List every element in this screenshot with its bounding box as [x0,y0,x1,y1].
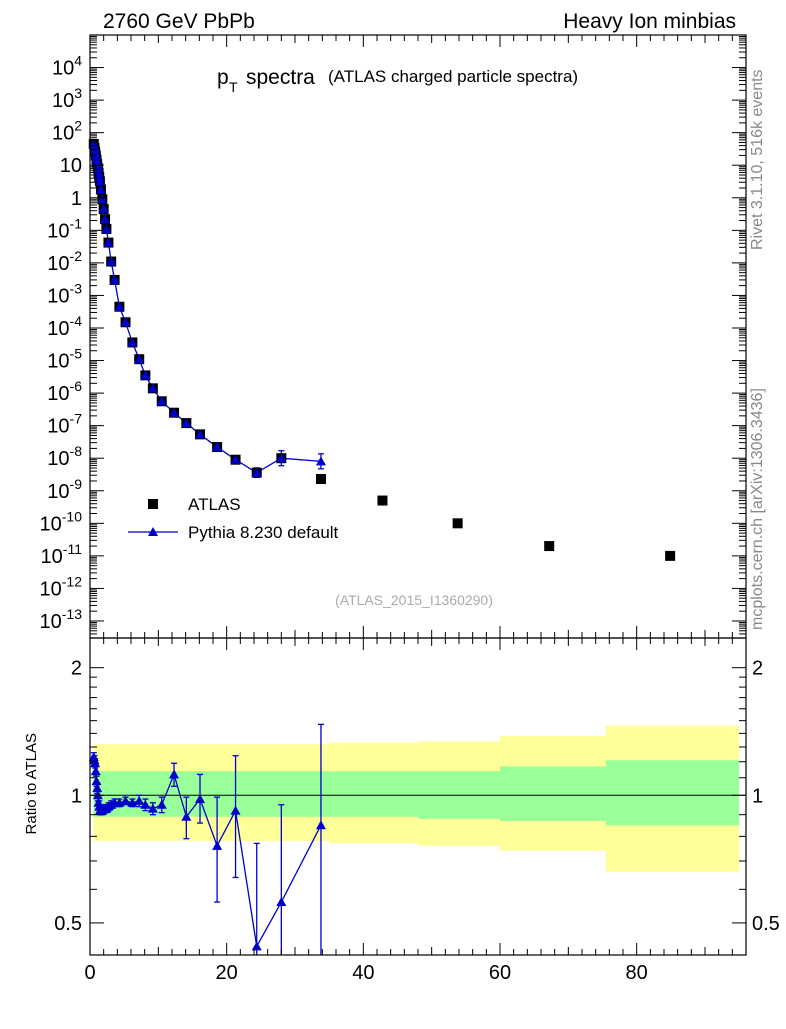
legend-label-pythia: Pythia 8.230 default [188,523,339,542]
ratio-ytick-label-left: 2 [71,658,82,680]
plot-canvas: 2760 GeV PbPb Heavy Ion minbias Rivet 3.… [0,0,786,1024]
ratio-ytick-label-right: 0.5 [752,913,780,935]
ratio-ytick-label-left: 0.5 [54,913,82,935]
header-right: Heavy Ion minbias [563,10,736,33]
ratio-ytick-label-right: 1 [752,785,763,807]
ratio-ylabel: Ratio to ATLAS [23,733,40,834]
main-ytick-label: 10 [60,155,82,177]
ratio-ytick-label-left: 1 [71,785,82,807]
analysis-tag: (ATLAS_2015_I1360290) [335,592,493,608]
title-subscript: T [229,79,238,95]
ratio-xtick-label: 80 [626,962,648,984]
title-spectra: spectra [246,66,315,89]
ratio-xtick-label: 20 [216,962,238,984]
legend-marker-atlas [148,499,158,509]
atlas-point [665,551,675,561]
band-inner [111,771,330,817]
main-ytick-label: 1 [71,188,82,210]
rivet-plot: 2760 GeV PbPb Heavy Ion minbias Rivet 3.… [0,0,786,1024]
atlas-point [544,541,554,551]
band-inner [500,766,606,821]
title-extra: (ATLAS charged particle spectra) [328,67,578,86]
ratio-xtick-label: 0 [84,962,95,984]
atlas-point [316,474,326,484]
title-p: p [217,66,229,89]
mcplots-label: mcplots.cern.ch [arXiv:1306.3436] [749,388,766,630]
band-inner [606,760,739,825]
legend-label-atlas: ATLAS [188,495,241,514]
header-left: 2760 GeV PbPb [103,10,255,33]
ratio-xtick-label: 40 [352,962,374,984]
atlas-point [377,496,387,506]
ratio-ytick-label-right: 2 [752,658,763,680]
atlas-point [453,518,463,528]
band-inner [329,771,418,817]
ratio-xtick-label: 60 [489,962,511,984]
rivet-version-label: Rivet 3.1.10, 516k events [749,69,766,250]
